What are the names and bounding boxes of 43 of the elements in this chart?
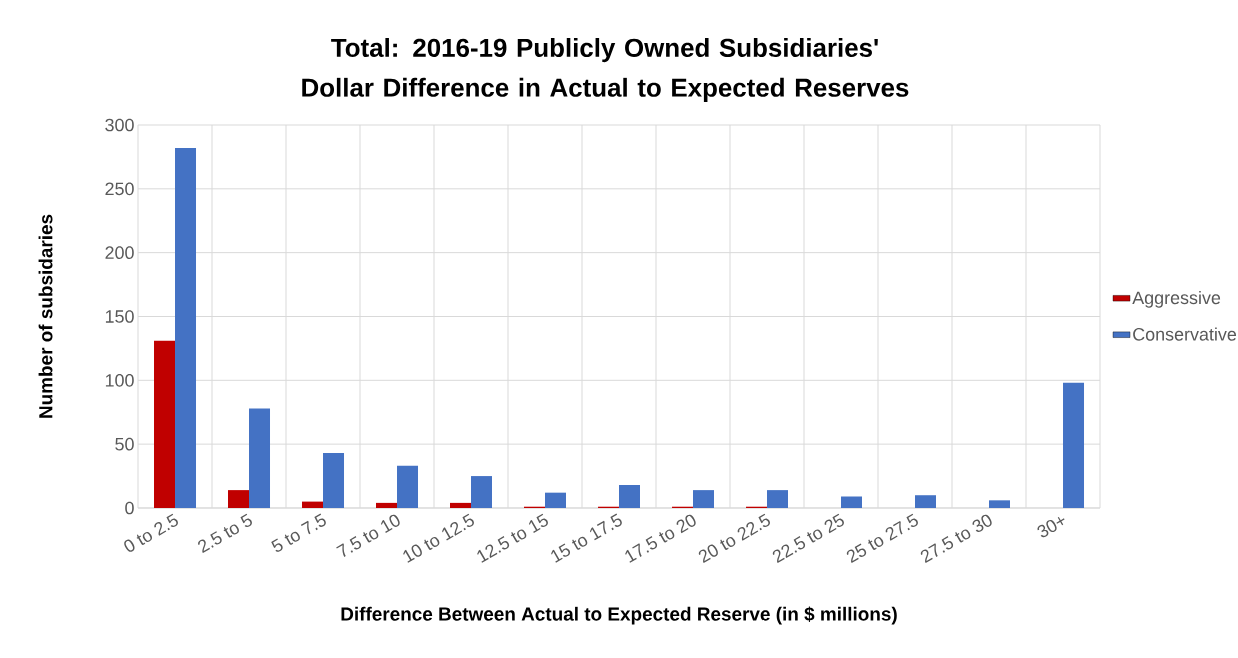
x-tick-label: 5 to 7.5 [271,513,326,552]
bar [323,453,345,508]
bar [767,490,789,508]
x-tick-label: 20 to 22.5 [698,513,770,564]
chart-title: Total: 2016-19 Publicly Owned Subsidiaries' Dollar Difference in Actual to Expected Reserves [302,38,909,102]
x-tick-label: 7.5 to 10 [336,514,400,557]
legend-label: Aggressive [1132,291,1221,308]
y-tick-label: 300 [105,118,134,132]
x-tick-label: 17.5 to 20 [625,514,696,563]
bar [450,502,472,508]
x-tick-label: 27.5 to 30 [920,514,992,564]
bar [989,500,1011,508]
y-tick-label: 100 [105,373,134,387]
x-tick-label: 22.5 to 25 [772,513,844,564]
y-tick-label: 200 [105,246,134,259]
x-tick-label: 15 to 17.5 [551,513,622,563]
x-tick-label: 25 to 27.5 [846,513,918,564]
bar [397,465,419,508]
bar [915,495,937,508]
legend-label: Conservative [1133,327,1237,341]
bar [154,340,176,508]
bar [619,485,641,508]
y-tick-label: 50 [115,437,134,451]
y-tick-label: 250 [105,182,134,196]
x-tick-label: 10 to 12.5 [403,513,474,563]
bar [228,490,250,508]
bar [841,496,863,508]
bar [1063,382,1085,508]
bar [249,408,271,508]
bar [175,147,197,508]
x-tick-label: 30+ [1037,516,1065,538]
bar [376,502,398,508]
x-axis-title: Difference Between Actual to Expected Reserve (in $ millions) [341,606,897,625]
bar [302,501,324,508]
x-tick-label: 12.5 to 15 [477,513,548,563]
x-tick-label: 2.5 to 5 [198,513,252,554]
y-tick-label: 0 [125,501,134,515]
y-tick-label: 150 [105,310,134,323]
bar [545,492,567,508]
bar [471,476,493,508]
bar [693,490,715,508]
y-axis-title: Number of subsidaries [38,214,53,418]
x-tick-label: 0 to 2.5 [124,513,178,552]
